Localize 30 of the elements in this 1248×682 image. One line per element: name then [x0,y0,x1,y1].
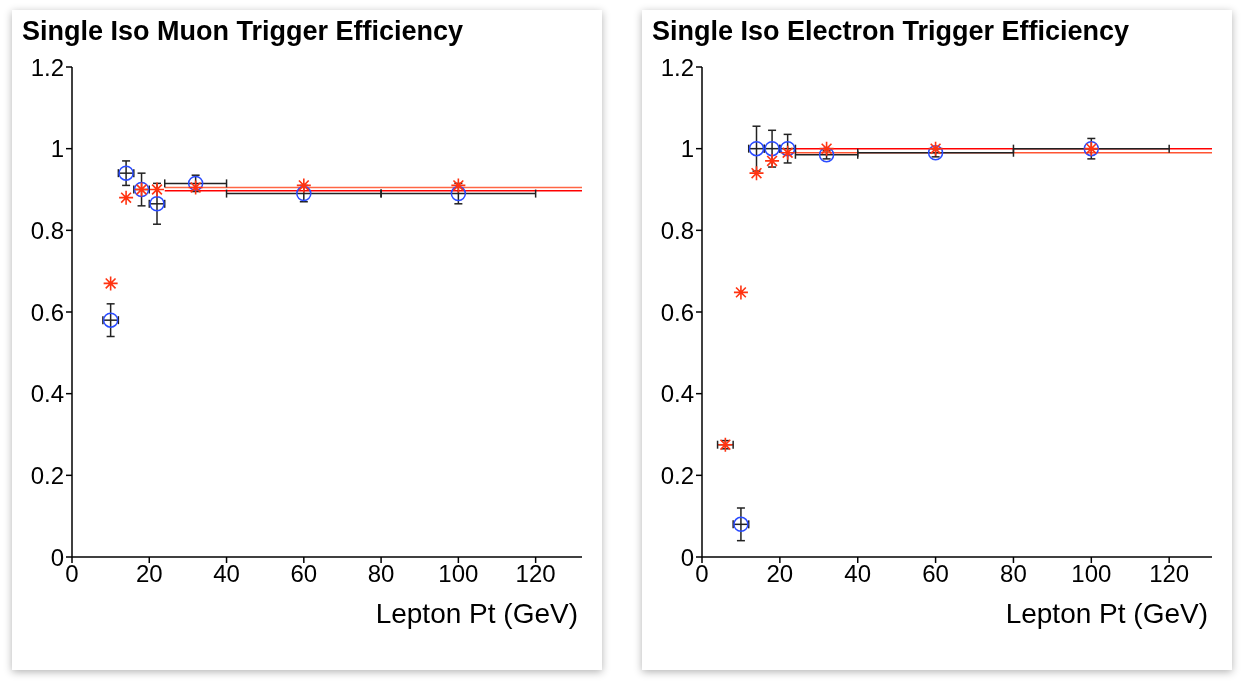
y-tick-label: 1 [680,135,694,163]
y-tick-label: 0.8 [660,216,694,244]
y-tick-label: 0.2 [30,461,64,489]
y-tick-label: 0.2 [660,461,694,489]
y-tick-label: 0.4 [660,380,694,408]
y-tick-label: 0.4 [30,380,64,408]
x-axis-title: Lepton Pt (GeV) [375,598,578,629]
y-tick-label: 1.2 [30,53,64,81]
x-tick-label: 100 [438,560,479,588]
y-tick-label: 0.6 [660,298,694,326]
x-tick-label: 120 [515,560,556,588]
y-tick-label: 1.2 [660,53,694,81]
chart-title: Single Iso Electron Trigger Efficiency [651,15,1131,47]
x-tick-label: 40 [213,560,240,588]
x-axis-title: Lepton Pt (GeV) [1005,598,1208,629]
y-tick-label: 0.6 [30,298,64,326]
y-tick-label: 0 [50,543,64,571]
x-tick-label: 80 [367,560,395,588]
x-tick-label: 60 [922,560,949,588]
y-tick-label: 0 [680,543,694,571]
y-tick-label: 1 [50,135,64,163]
x-tick-label: 80 [1000,560,1027,588]
chart-title: Single Iso Muon Trigger Efficiency [21,15,465,47]
x-tick-label: 20 [766,560,794,588]
x-tick-label: 120 [1149,560,1190,588]
x-tick-label: 60 [290,560,318,588]
y-tick-label: 0.8 [30,216,64,244]
x-tick-label: 20 [135,560,163,588]
x-tick-label: 100 [1071,560,1112,588]
x-tick-label: 40 [844,560,872,588]
